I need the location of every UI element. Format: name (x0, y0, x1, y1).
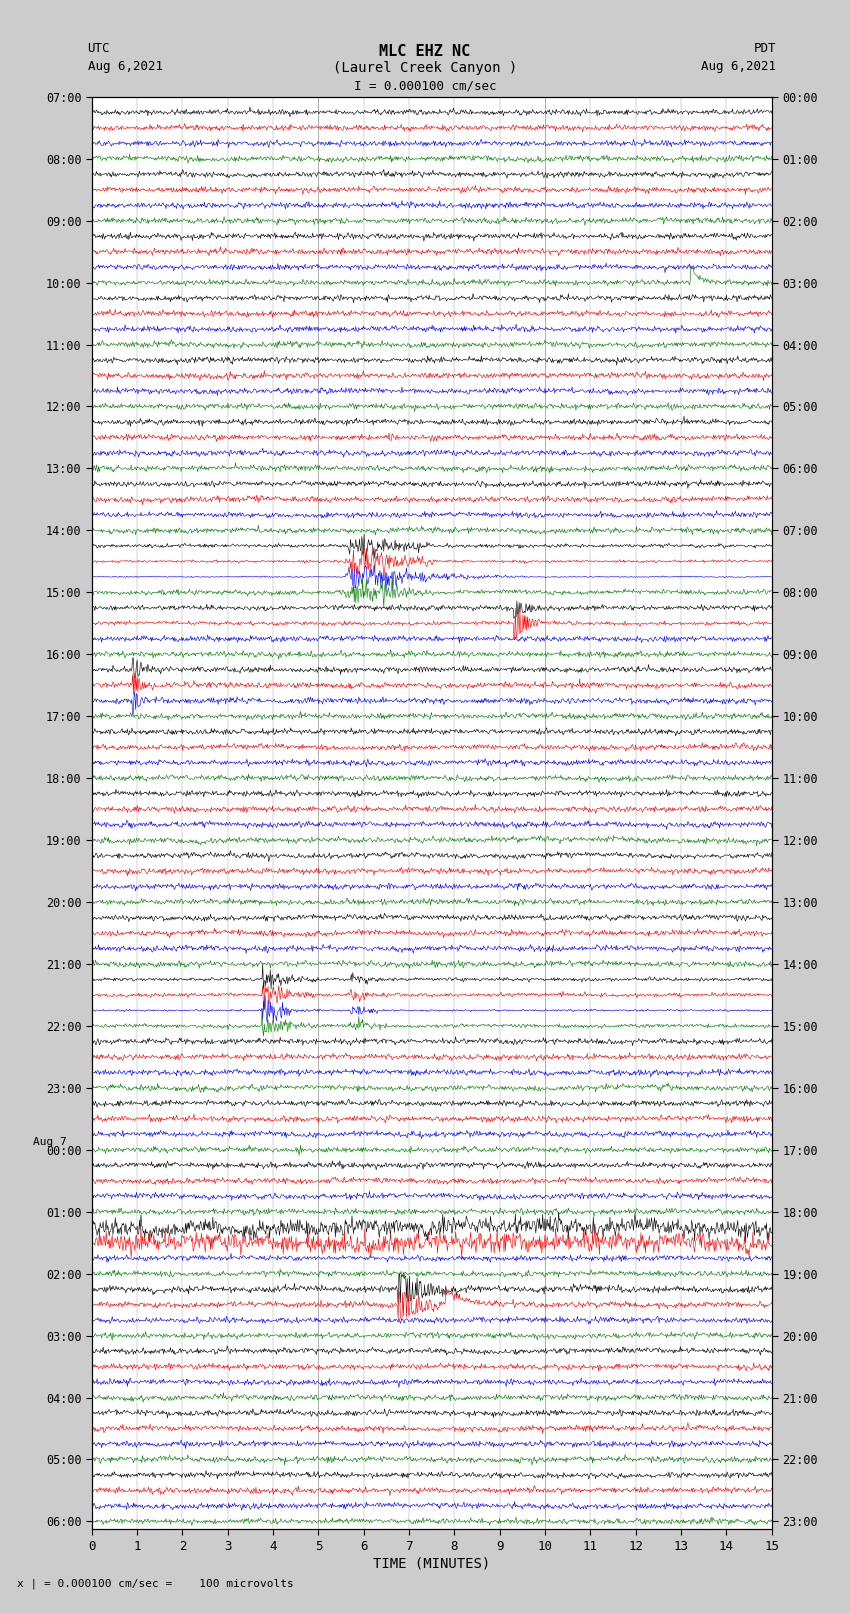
Text: I = 0.000100 cm/sec: I = 0.000100 cm/sec (354, 79, 496, 92)
Text: Aug 6,2021: Aug 6,2021 (88, 60, 162, 73)
Text: UTC: UTC (88, 42, 110, 55)
X-axis label: TIME (MINUTES): TIME (MINUTES) (373, 1557, 490, 1571)
Text: Aug 6,2021: Aug 6,2021 (701, 60, 776, 73)
Text: Aug 7: Aug 7 (33, 1137, 67, 1147)
Text: PDT: PDT (754, 42, 776, 55)
Text: x | = 0.000100 cm/sec =    100 microvolts: x | = 0.000100 cm/sec = 100 microvolts (17, 1578, 294, 1589)
Text: MLC EHZ NC: MLC EHZ NC (379, 44, 471, 58)
Text: (Laurel Creek Canyon ): (Laurel Creek Canyon ) (333, 61, 517, 76)
